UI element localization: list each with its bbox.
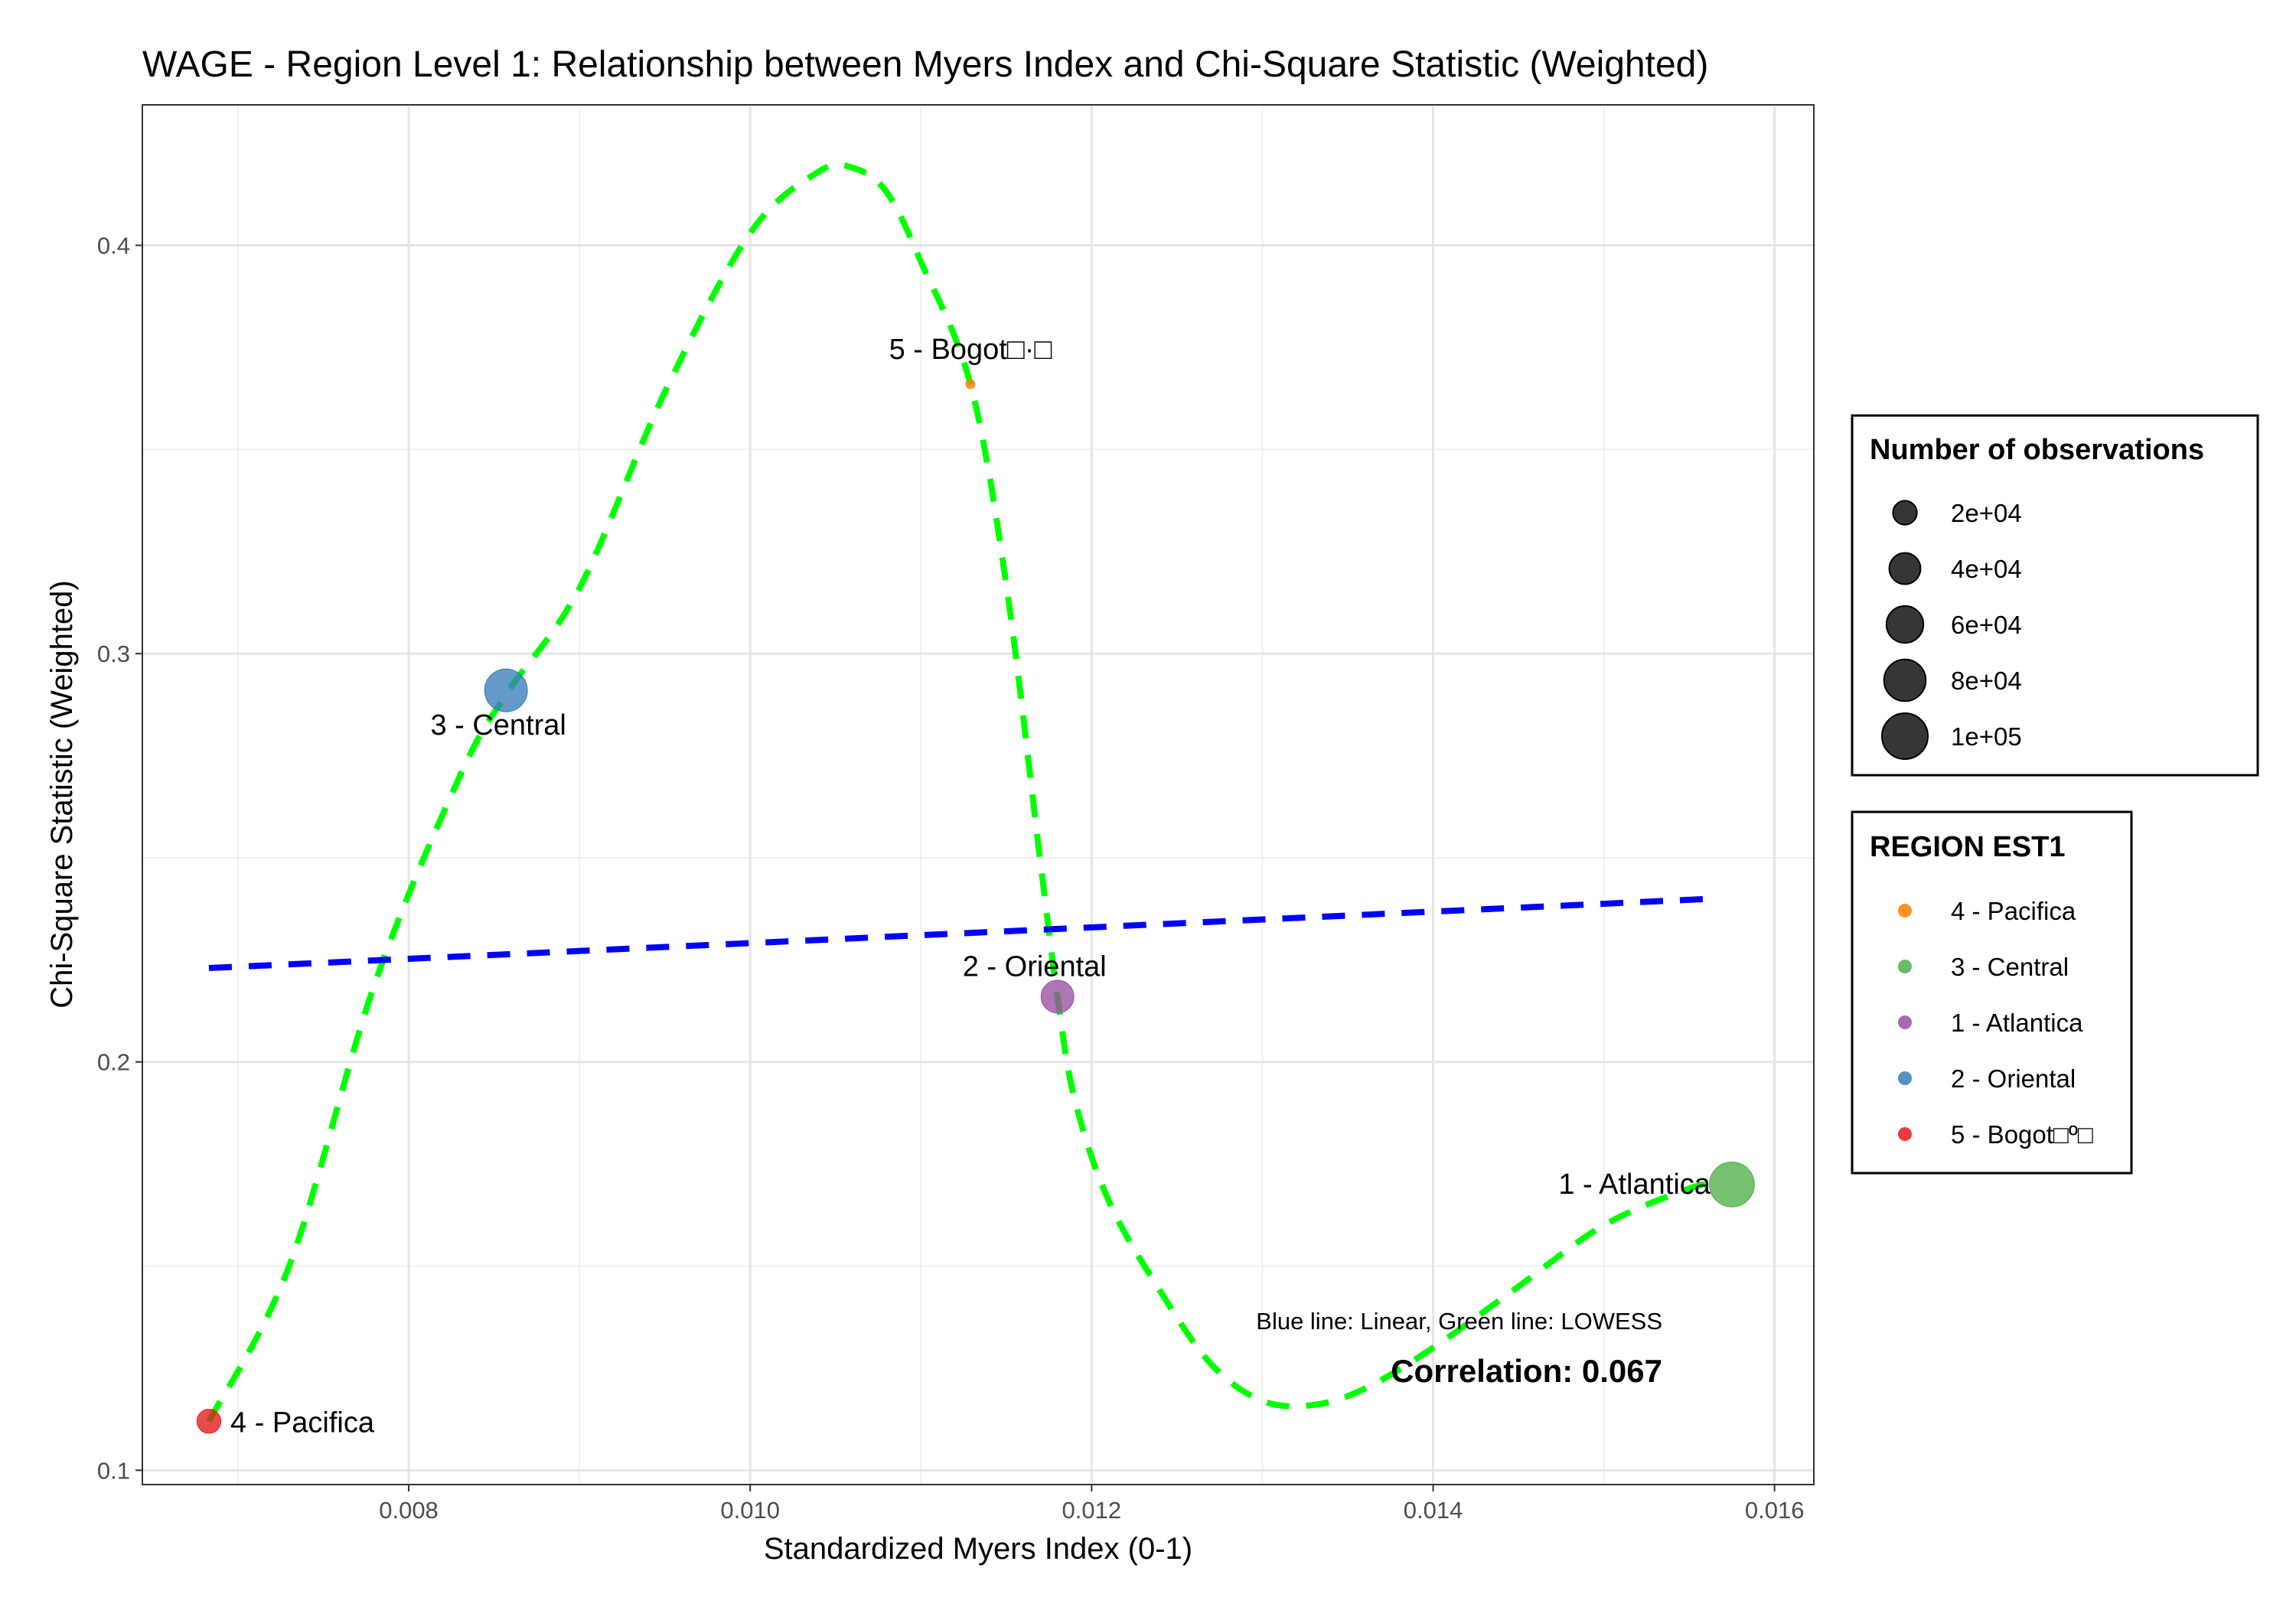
point-label: 1 - Atlantica xyxy=(1558,1169,1711,1201)
x-tick-label: 0.008 xyxy=(379,1497,439,1524)
x-tick-label: 0.016 xyxy=(1745,1497,1805,1524)
size-legend-label: 6e+04 xyxy=(1951,611,2022,639)
x-axis-title: Standardized Myers Index (0-1) xyxy=(764,1532,1192,1566)
color-legend-symbol xyxy=(1898,1127,1912,1141)
grid xyxy=(142,105,1814,1485)
color-legend-symbol xyxy=(1898,904,1912,918)
axis-ticks: 0.008 0.010 0.012 0.014 0.016 0.1 0.2 0.3 0.4 xyxy=(97,233,1805,1524)
color-legend-label: 3 - Central xyxy=(1951,953,2069,981)
color-legend-box xyxy=(1851,810,2133,1175)
x-tick-label: 0.012 xyxy=(1062,1497,1122,1524)
size-legend-label: 8e+04 xyxy=(1951,667,2022,695)
x-tick-label: 0.014 xyxy=(1404,1497,1463,1524)
y-tick-label: 0.4 xyxy=(97,233,130,259)
color-legend-symbol xyxy=(1898,960,1912,973)
size-legend-label: 2e+04 xyxy=(1951,499,2022,527)
method-note: Blue line: Linear, Green line: LOWESS xyxy=(1256,1308,1662,1335)
data-point xyxy=(965,379,976,390)
color-legend-label: 1 - Atlantica xyxy=(1951,1009,2083,1037)
size-legend-symbol xyxy=(1883,658,1927,702)
color-legend-label: 2 - Oriental xyxy=(1951,1064,2076,1093)
correlation-label: Correlation: 0.067 xyxy=(1391,1353,1662,1389)
data-points xyxy=(196,379,1755,1434)
point-label: 4 - Pacifica xyxy=(230,1407,375,1439)
color-legend: REGION EST1 4 - Pacifica 3 - Central 1 - A… xyxy=(1851,810,2133,1175)
color-legend-items: 4 - Pacifica 3 - Central 1 - Atlantica 2 - … xyxy=(1898,897,2093,1149)
data-point xyxy=(1709,1161,1755,1208)
chart-title: WAGE - Region Level 1: Relationship betw… xyxy=(142,44,1708,85)
size-legend-label: 1e+05 xyxy=(1951,722,2022,751)
color-legend-symbol xyxy=(1898,1071,1912,1085)
color-legend-label: 4 - Pacifica xyxy=(1951,897,2076,925)
y-tick-label: 0.3 xyxy=(97,641,130,667)
size-legend-symbol xyxy=(1881,712,1929,760)
color-legend-label: 5 - Bogot□º□ xyxy=(1951,1120,2093,1149)
x-tick-label: 0.010 xyxy=(720,1497,780,1524)
point-labels: 4 - Pacifica 3 - Central 5 - Bogot□·□ 2 - O… xyxy=(230,334,1711,1439)
plot-border xyxy=(142,104,1815,1485)
y-tick-label: 0.1 xyxy=(97,1457,130,1484)
data-point xyxy=(1040,980,1075,1014)
size-legend-symbol xyxy=(1888,552,1922,585)
size-legend-box xyxy=(1851,414,2259,777)
lowess-line xyxy=(206,161,1716,1423)
point-label: 2 - Oriental xyxy=(963,950,1107,983)
point-label: 5 - Bogot□·□ xyxy=(889,334,1052,366)
size-legend-label: 4e+04 xyxy=(1951,555,2022,583)
data-point xyxy=(484,668,528,712)
size-legend-items: 2e+04 4e+04 6e+04 8e+04 1e+05 xyxy=(1881,499,2022,760)
point-label: 3 - Central xyxy=(430,709,566,742)
size-legend: Number of observations 2e+04 4e+04 6e+04 8e… xyxy=(1851,414,2259,777)
size-legend-symbol xyxy=(1892,500,1918,526)
y-tick-label: 0.2 xyxy=(97,1049,130,1076)
fit-lines xyxy=(206,161,1716,1423)
data-point xyxy=(196,1409,222,1434)
size-legend-title: Number of observations xyxy=(1870,434,2204,466)
y-axis-title: Chi-Square Statistic (Weighted) xyxy=(45,580,79,1009)
color-legend-symbol xyxy=(1898,1015,1912,1029)
color-legend-title: REGION EST1 xyxy=(1870,831,2066,863)
linear-line xyxy=(208,895,1715,972)
size-legend-symbol xyxy=(1885,605,1925,644)
